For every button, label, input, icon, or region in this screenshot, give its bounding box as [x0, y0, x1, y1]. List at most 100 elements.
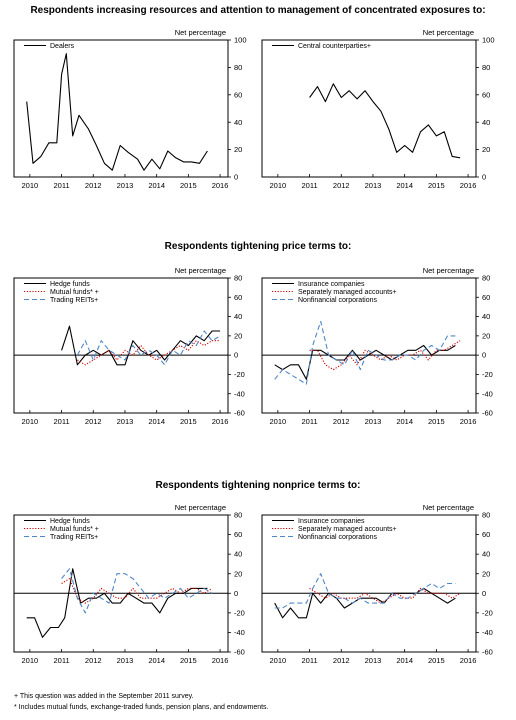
panel-nonprice-insurance: Net percentage -60 -40 -20 0 20 40 60 80 2010 2011…	[261, 503, 493, 665]
series-line-trading-reits	[61, 568, 213, 614]
x-tick-label: 2013	[117, 181, 134, 190]
x-tick-label: 2013	[365, 181, 382, 190]
x-tick-label: 2013	[117, 417, 134, 426]
y-tick-label: -20	[234, 608, 245, 617]
y-tick-label: 60	[482, 90, 490, 99]
x-tick-label: 2016	[460, 656, 477, 665]
legend-label: Mutual funds* +	[50, 526, 99, 533]
y-axis-unit-label: Net percentage	[175, 266, 226, 275]
y-tick-label: 0	[234, 351, 238, 360]
x-tick-label: 2015	[428, 417, 445, 426]
legend-label: Mutual funds* +	[50, 289, 99, 296]
plot-frame	[261, 39, 477, 178]
y-tick-label: 60	[234, 293, 242, 302]
y-tick-label: 40	[482, 118, 490, 127]
plot-frame	[13, 514, 229, 653]
legend-label: Nonfinancial corporations	[298, 534, 377, 541]
y-tick-label: -60	[234, 409, 245, 418]
legend-label: Trading REITs+	[50, 297, 98, 304]
plot-frame	[13, 39, 229, 178]
y-tick-label: -60	[482, 409, 493, 418]
x-tick-label: 2011	[53, 417, 69, 426]
y-tick-label: 20	[234, 331, 242, 340]
y-tick-label: -20	[234, 370, 245, 379]
x-tick-label: 2014	[396, 656, 413, 665]
y-tick-label: 40	[234, 312, 242, 321]
x-tick-label: 2014	[148, 181, 165, 190]
y-tick-label: 80	[482, 63, 490, 72]
footnote-2: * Includes mutual funds, exchange-traded…	[14, 704, 269, 711]
series-line-hedge-funds	[61, 325, 221, 366]
legend-label: Hedge funds	[50, 518, 90, 525]
x-tick-label: 2012	[85, 181, 102, 190]
panel-nonprice-hedge-funds: Net percentage -60 -40 -20 0 20 40 60 80 2010 2011…	[13, 503, 245, 665]
x-tick-label: 2011	[53, 181, 69, 190]
footnote-1: + This question was added in the Septemb…	[14, 693, 194, 700]
y-tick-label: 40	[482, 312, 490, 321]
x-tick-label: 2014	[148, 656, 165, 665]
series-line-central-counterparties	[309, 83, 461, 159]
y-tick-label: -40	[234, 389, 245, 398]
y-tick-label: 60	[482, 293, 490, 302]
y-tick-label: -60	[234, 648, 245, 657]
y-tick-label: -60	[482, 648, 493, 657]
y-axis-unit-label: Net percentage	[175, 503, 226, 512]
x-tick-label: 2011	[301, 417, 317, 426]
x-tick-label: 2012	[333, 417, 350, 426]
y-tick-label: 0	[234, 589, 238, 598]
legend-label: Hedge funds	[50, 281, 90, 288]
series-line-mutual-funds	[61, 578, 213, 604]
y-tick-label: -40	[234, 628, 245, 637]
x-tick-label: 2010	[270, 417, 287, 426]
series-line-mutual-funds	[77, 340, 221, 366]
y-tick-label: 80	[234, 63, 242, 72]
x-tick-label: 2014	[396, 181, 413, 190]
legend-label: Trading REITs+	[50, 534, 98, 541]
y-tick-label: 80	[482, 274, 490, 283]
plot-frame	[261, 277, 477, 414]
x-tick-label: 2013	[365, 656, 382, 665]
series-line-trading-reits	[76, 330, 221, 366]
panel-dealers: Net percentage 0 20 40 60 80 100 2010 2011 2012 20…	[13, 28, 247, 190]
x-tick-label: 2013	[117, 656, 134, 665]
legend-label: Insurance companies	[298, 281, 365, 288]
plot-frame	[261, 514, 477, 653]
x-tick-label: 2015	[180, 656, 197, 665]
y-tick-label: 60	[234, 90, 242, 99]
x-tick-label: 2015	[428, 181, 445, 190]
x-tick-label: 2010	[270, 656, 287, 665]
x-tick-label: 2016	[460, 181, 477, 190]
y-axis-unit-label: Net percentage	[423, 266, 474, 275]
y-tick-label: 20	[482, 145, 490, 154]
legend-label: Separately managed accounts+	[298, 526, 397, 533]
series-line-hedge-funds	[26, 568, 208, 638]
x-tick-label: 2011	[53, 656, 69, 665]
y-tick-label: 80	[482, 511, 490, 520]
section-1-title: Respondents increasing resources and att…	[30, 5, 485, 16]
section-2-title: Respondents tightening price terms to:	[165, 241, 352, 252]
legend-label: Insurance companies	[298, 518, 365, 525]
legend-label: Central counterparties+	[298, 43, 371, 50]
plot-frame	[13, 277, 229, 414]
x-tick-label: 2012	[85, 656, 102, 665]
x-tick-label: 2014	[396, 417, 413, 426]
x-tick-label: 2015	[428, 656, 445, 665]
y-axis-unit-label: Net percentage	[175, 28, 226, 37]
legend-label: Nonfinancial corporations	[298, 297, 377, 304]
y-tick-label: 100	[234, 36, 247, 45]
y-axis-unit-label: Net percentage	[423, 28, 474, 37]
x-tick-label: 2016	[212, 181, 229, 190]
x-tick-label: 2010	[270, 181, 287, 190]
series-line-nonfinancial-corporations	[274, 320, 456, 385]
y-tick-label: 0	[482, 173, 486, 182]
y-tick-label: -40	[482, 628, 493, 637]
y-tick-label: 0	[234, 173, 238, 182]
y-tick-label: 0	[482, 589, 486, 598]
y-tick-label: 40	[482, 550, 490, 559]
series-line-insurance-companies	[274, 344, 456, 380]
y-tick-label: -20	[482, 370, 493, 379]
x-tick-label: 2010	[22, 656, 39, 665]
y-tick-label: 40	[234, 118, 242, 127]
y-axis-unit-label: Net percentage	[423, 503, 474, 512]
y-tick-label: 20	[482, 569, 490, 578]
